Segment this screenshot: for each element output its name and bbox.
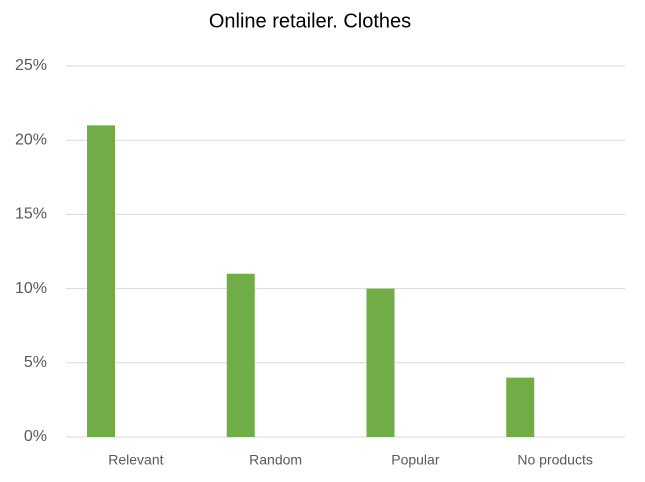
y-tick-label: 15%	[15, 206, 47, 223]
y-tick-label: 20%	[15, 131, 47, 148]
bar	[87, 125, 115, 438]
chart-title: Online retailer. Clothes	[209, 10, 411, 32]
y-tick-label: 0%	[24, 428, 47, 445]
bar	[506, 377, 535, 437]
x-tick-label: Popular	[391, 452, 440, 468]
x-tick-label: Random	[249, 452, 302, 468]
x-tick-label: Relevant	[108, 452, 163, 468]
y-tick-label: 5%	[24, 354, 47, 371]
bar	[366, 288, 395, 437]
bar	[226, 273, 255, 437]
x-tick-label: No products	[517, 452, 592, 468]
y-tick-label: 25%	[15, 57, 47, 74]
y-tick-label: 10%	[15, 280, 47, 297]
